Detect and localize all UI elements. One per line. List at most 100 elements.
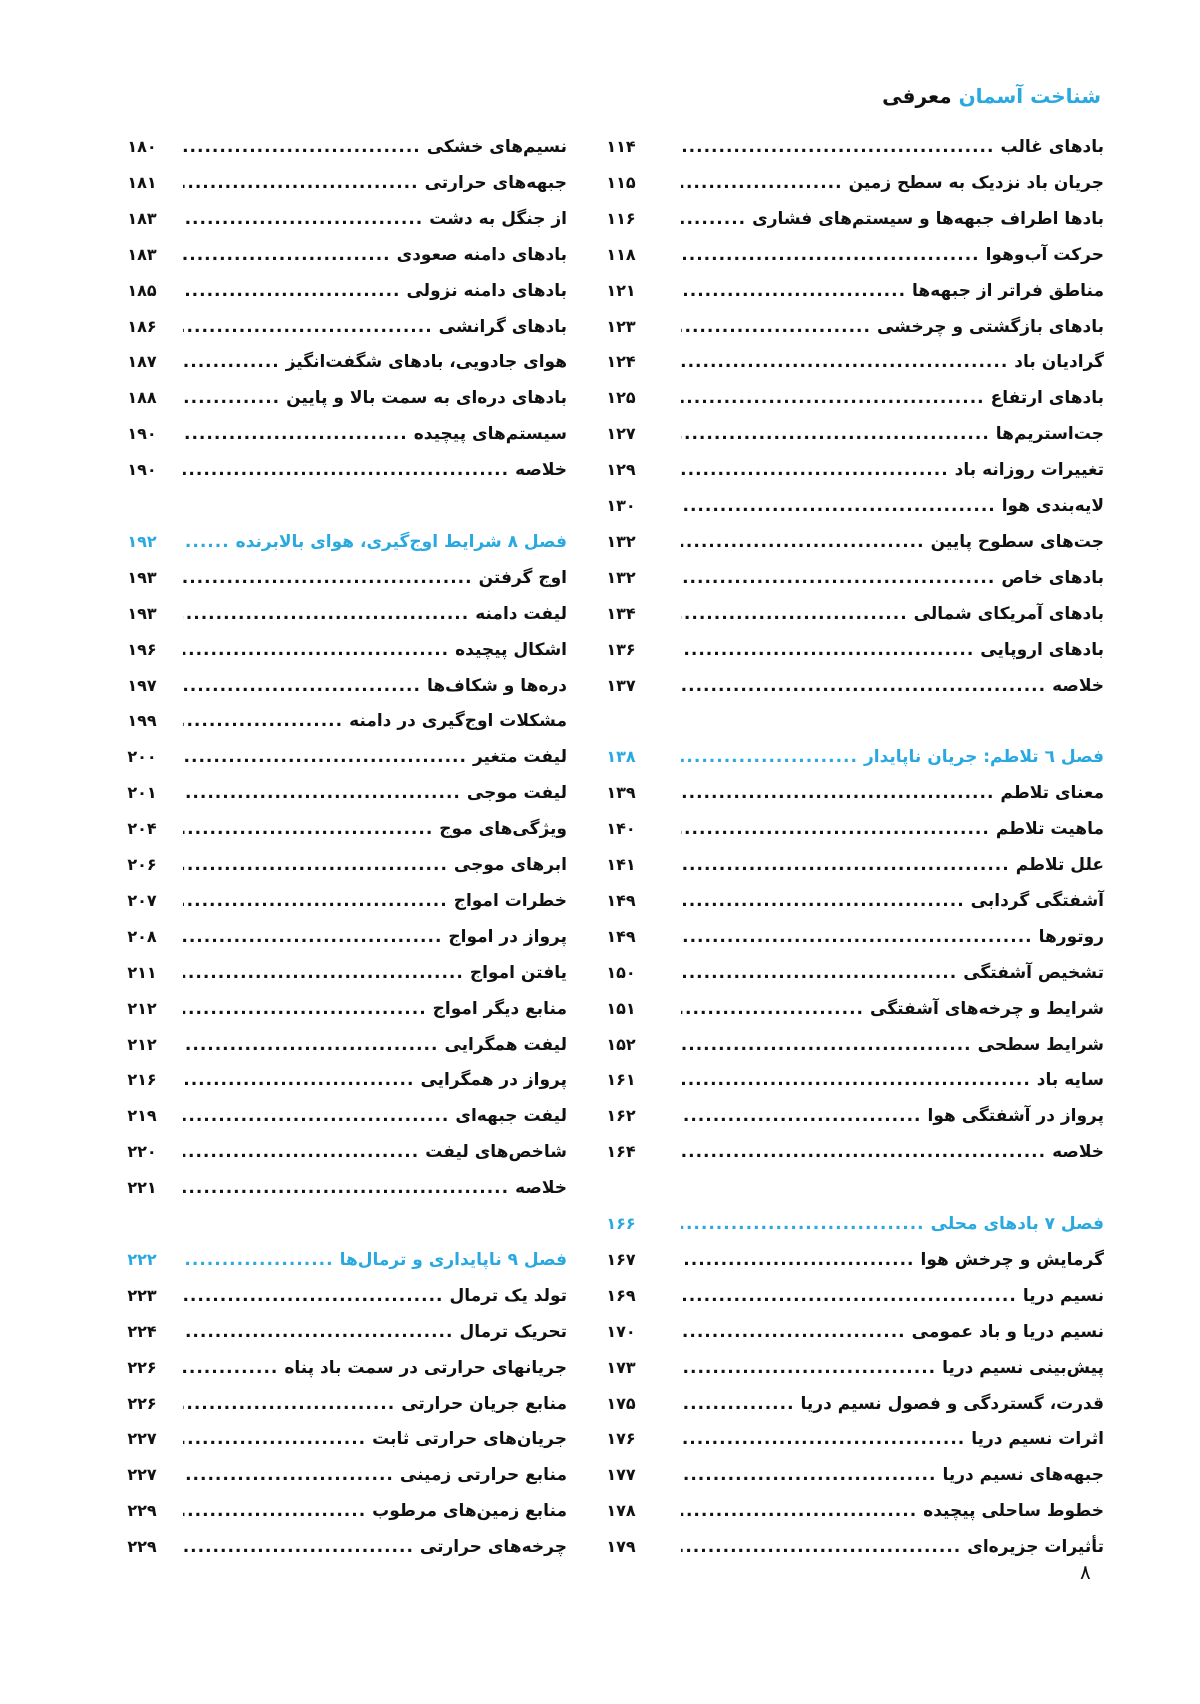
toc-entry[interactable]: اوج گرفتن	[183, 560, 567, 596]
toc-entry[interactable]: اثرات نسیم دریا	[681, 1421, 1104, 1457]
toc-entry[interactable]: منابع زمین‌های مرطوب	[183, 1493, 567, 1529]
toc-entry[interactable]: پرواز در همگرایی	[183, 1062, 567, 1098]
toc-entry[interactable]: بادهای دامنه نزولی	[183, 273, 567, 309]
toc-entry[interactable]: بادهای ارتفاع	[681, 380, 1104, 416]
toc-page-number: ۱۸۸	[127, 388, 157, 408]
toc-entry[interactable]: خطرات امواج	[183, 883, 567, 919]
dot-leader	[183, 388, 280, 408]
toc-page-number: ۱۷۹	[606, 1537, 636, 1557]
toc-entry[interactable]: جریان باد نزدیک به سطح زمین	[681, 165, 1104, 201]
toc-page-number: ۱۳۶	[606, 639, 636, 659]
toc-entry[interactable]: بادهای دامنه صعودی	[183, 237, 567, 273]
toc-entry[interactable]: علل تلاطم	[681, 847, 1104, 883]
toc-entry[interactable]: سیستم‌های پیچیده	[183, 416, 567, 452]
toc-page-number: ۱۱۴	[606, 137, 636, 156]
toc-page-number: ۱۷۰	[606, 1321, 636, 1341]
toc-entry-title: لایه‌بندی هوا	[1001, 496, 1104, 516]
toc-entry[interactable]: بادهای بازگشتی و چرخشی	[681, 309, 1104, 345]
toc-entry[interactable]: خلاصه	[183, 1170, 567, 1206]
toc-entry[interactable]: شاخص‌های لیفت	[183, 1134, 567, 1170]
toc-entry[interactable]: تأثیرات جزیره‌ای	[681, 1529, 1104, 1565]
toc-chapter-heading[interactable]: فصل ۸ شرایط اوج‌گیری، هوای بالابرنده	[183, 524, 567, 560]
toc-entry[interactable]: خطوط ساحلی پیچیده	[681, 1493, 1104, 1529]
toc-entry[interactable]: لایه‌بندی هوا	[681, 488, 1104, 524]
toc-entry-title: اثرات نسیم دریا	[971, 1429, 1104, 1450]
dot-leader	[681, 460, 949, 480]
toc-entry[interactable]: بادهای خاص	[681, 560, 1104, 596]
toc-entry[interactable]: تغییرات روزانه باد	[681, 452, 1104, 488]
toc-page-number: ۱۲۹	[606, 460, 636, 480]
toc-entry[interactable]: چرخه‌های حرارتی	[183, 1529, 567, 1565]
toc-entry[interactable]: یافتن امواج	[183, 955, 567, 991]
toc-entry[interactable]: بادهای دره‌ای به سمت بالا و پایین	[183, 380, 567, 416]
toc-entry-title: جبهه‌های نسیم دریا	[942, 1465, 1104, 1486]
dot-leader	[183, 532, 230, 552]
toc-entry-title: جت‌های سطوح پایین	[930, 531, 1104, 552]
toc-entry[interactable]: پرواز در امواج	[183, 919, 567, 955]
toc-entry[interactable]: جت‌استریم‌ها	[681, 416, 1104, 452]
toc-page-number: ۱۹۶	[127, 639, 157, 659]
dot-leader	[183, 855, 448, 875]
toc-entry[interactable]: تحریک ترمال	[183, 1314, 567, 1350]
toc-entry[interactable]: بادهای اروپایی	[681, 632, 1104, 668]
toc-entry[interactable]: جبهه‌های حرارتی	[183, 165, 567, 201]
toc-entry[interactable]: جبهه‌های نسیم دریا	[681, 1457, 1104, 1493]
toc-entry[interactable]: خلاصه	[183, 452, 567, 488]
toc-entry[interactable]: بادهای آمریکای شمالی	[681, 596, 1104, 632]
toc-entry[interactable]: حرکت آب‌وهوا	[681, 237, 1104, 273]
toc-entry[interactable]: جریان‌های حرارتی ثابت	[183, 1421, 567, 1457]
toc-entry[interactable]: پیش‌بینی نسیم دریا	[681, 1350, 1104, 1386]
dot-leader	[183, 173, 419, 193]
toc-chapter-heading[interactable]: فصل ۹ ناپایداری و ترمال‌ها	[183, 1242, 567, 1278]
toc-entry[interactable]: از جنگل به دشت	[183, 201, 567, 237]
toc-entry[interactable]: قدرت، گستردگی و فصول نسیم دریا	[681, 1386, 1104, 1422]
toc-entry[interactable]: خلاصه	[681, 1134, 1104, 1170]
toc-entry[interactable]: سایه باد	[681, 1062, 1104, 1098]
dot-leader	[183, 352, 280, 372]
toc-entry[interactable]: شرایط و چرخه‌های آشفتگی	[681, 991, 1104, 1027]
toc-entry[interactable]: نسیم دریا	[681, 1278, 1104, 1314]
toc-entry[interactable]: گرمایش و چرخش هوا	[681, 1242, 1105, 1278]
toc-entry[interactable]: جریانهای حرارتی در سمت باد پناه	[183, 1350, 567, 1386]
toc-entry[interactable]: دره‌ها و شکاف‌ها	[183, 668, 567, 704]
toc-entry[interactable]: هوای جادویی، بادهای شگفت‌انگیز	[183, 344, 567, 380]
toc-entry[interactable]: نسیم دریا و باد عمومی	[681, 1314, 1104, 1350]
toc-entry[interactable]: نسیم‌های خشکی	[183, 129, 567, 165]
toc-entry[interactable]: ماهیت تلاطم	[681, 811, 1104, 847]
toc-entry[interactable]: تشخیص آشفتگی	[681, 955, 1104, 991]
toc-entry[interactable]: ابرهای موجی	[183, 847, 567, 883]
toc-entry[interactable]: بادهای گرانشی	[183, 309, 567, 345]
toc-entry[interactable]: معنای تلاطم	[681, 775, 1104, 811]
toc-entry[interactable]: منابع جریان حرارتی	[183, 1386, 567, 1422]
toc-entry[interactable]: اشکال پیچیده	[183, 632, 567, 668]
toc-entry[interactable]: آشفتگی گردابی	[681, 883, 1104, 919]
dot-leader	[681, 747, 858, 767]
toc-entry[interactable]: گرادیان باد	[681, 344, 1104, 380]
toc-entry[interactable]: لیفت موجی	[183, 775, 567, 811]
toc-chapter-heading[interactable]: فصل ٦ تلاطم: جریان ناپایدار	[681, 739, 1104, 775]
toc-page-number: ۱۹۳	[127, 603, 157, 623]
toc-entry[interactable]: بادهای غالب	[681, 129, 1104, 165]
toc-chapter-heading[interactable]: فصل ۷ بادهای محلی	[681, 1206, 1104, 1242]
toc-entry[interactable]: خلاصه	[681, 668, 1104, 704]
dot-leader	[681, 388, 985, 408]
toc-entry[interactable]: مناطق فراتر از جبهه‌ها	[681, 273, 1104, 309]
toc-entry[interactable]: پرواز در آشفتگی هوا	[681, 1098, 1104, 1134]
toc-entry[interactable]: مشکلات اوج‌گیری در دامنه	[183, 703, 567, 739]
toc-entry-title: بادهای غالب	[1000, 137, 1104, 157]
dot-leader	[681, 568, 995, 588]
toc-entry[interactable]: روتورها	[681, 919, 1104, 955]
toc-entry[interactable]: لیفت جبهه‌ای	[183, 1098, 567, 1134]
toc-entry[interactable]: بادها اطراف جبهه‌ها و سیستم‌های فشاری	[681, 201, 1104, 237]
toc-entry[interactable]: تولد یک ترمال	[183, 1278, 568, 1314]
toc-entry[interactable]: شرایط سطحی	[681, 1027, 1104, 1063]
toc-entry[interactable]: جت‌های سطوح پایین	[681, 524, 1104, 560]
dot-leader	[681, 352, 1008, 372]
toc-entry[interactable]: لیفت متغیر	[183, 739, 567, 775]
toc-entry[interactable]: منابع حرارتی زمینی	[183, 1457, 567, 1493]
toc-entry[interactable]: لیفت دامنه	[183, 596, 567, 632]
toc-entry[interactable]: ویژگی‌های موج	[183, 811, 567, 847]
toc-entry[interactable]: لیفت همگرایی	[183, 1027, 567, 1063]
toc-page-number: ۲۲۶	[127, 1357, 157, 1377]
toc-entry[interactable]: منابع دیگر امواج	[183, 991, 567, 1027]
